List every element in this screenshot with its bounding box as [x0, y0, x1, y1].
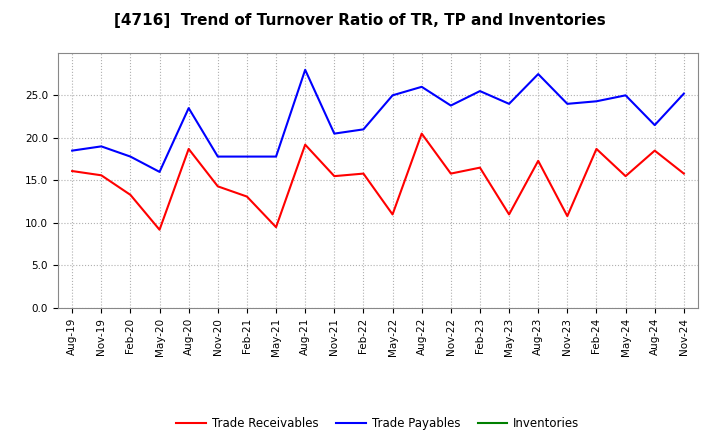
- Line: Trade Receivables: Trade Receivables: [72, 134, 684, 230]
- Trade Payables: [418, 84, 426, 89]
- Trade Receivables: [213, 184, 222, 189]
- Trade Payables: [592, 99, 600, 104]
- Trade Payables: [301, 67, 310, 73]
- Trade Receivables: [97, 172, 106, 178]
- Trade Payables: [359, 127, 368, 132]
- Trade Payables: [243, 154, 251, 159]
- Trade Payables: [330, 131, 338, 136]
- Trade Payables: [213, 154, 222, 159]
- Trade Receivables: [534, 158, 543, 164]
- Trade Receivables: [271, 224, 280, 230]
- Trade Receivables: [476, 165, 485, 170]
- Trade Payables: [563, 101, 572, 106]
- Trade Receivables: [68, 169, 76, 174]
- Trade Receivables: [301, 142, 310, 147]
- Trade Payables: [650, 122, 659, 128]
- Trade Receivables: [680, 171, 688, 176]
- Trade Payables: [534, 71, 543, 77]
- Trade Receivables: [126, 192, 135, 198]
- Line: Trade Payables: Trade Payables: [72, 70, 684, 172]
- Trade Payables: [126, 154, 135, 159]
- Trade Receivables: [184, 146, 193, 151]
- Trade Receivables: [592, 146, 600, 151]
- Trade Receivables: [418, 131, 426, 136]
- Trade Payables: [156, 169, 164, 175]
- Trade Payables: [97, 144, 106, 149]
- Trade Payables: [680, 91, 688, 96]
- Text: [4716]  Trend of Turnover Ratio of TR, TP and Inventories: [4716] Trend of Turnover Ratio of TR, TP…: [114, 13, 606, 28]
- Trade Receivables: [388, 212, 397, 217]
- Trade Receivables: [446, 171, 455, 176]
- Trade Receivables: [563, 213, 572, 219]
- Trade Payables: [271, 154, 280, 159]
- Trade Receivables: [359, 171, 368, 176]
- Trade Payables: [388, 93, 397, 98]
- Trade Payables: [184, 106, 193, 111]
- Trade Payables: [505, 101, 513, 106]
- Trade Payables: [68, 148, 76, 153]
- Trade Receivables: [505, 212, 513, 217]
- Trade Payables: [446, 103, 455, 108]
- Legend: Trade Receivables, Trade Payables, Inventories: Trade Receivables, Trade Payables, Inven…: [172, 412, 584, 435]
- Trade Receivables: [650, 148, 659, 153]
- Trade Receivables: [621, 173, 630, 179]
- Trade Payables: [476, 88, 485, 94]
- Trade Payables: [621, 93, 630, 98]
- Trade Receivables: [243, 194, 251, 199]
- Trade Receivables: [330, 173, 338, 179]
- Trade Receivables: [156, 227, 164, 232]
